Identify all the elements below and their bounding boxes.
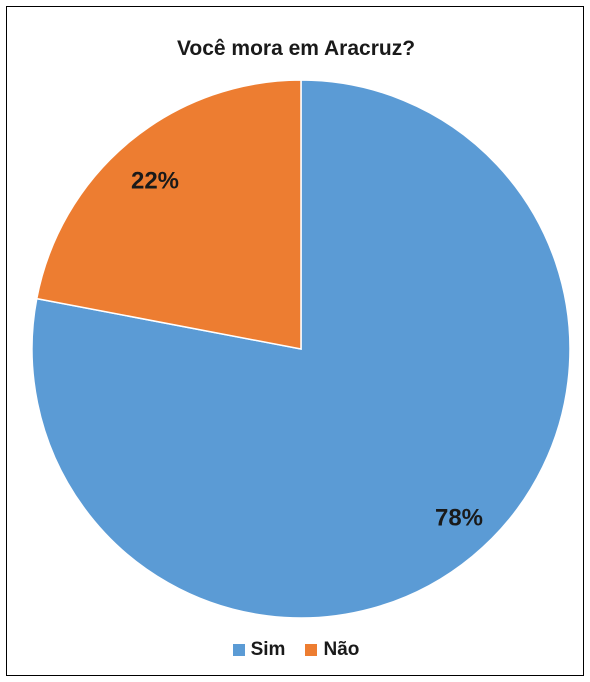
chart-legend: Sim Não — [7, 639, 585, 661]
legend-swatch-nao — [305, 644, 318, 656]
pie-slice-nao — [35, 79, 302, 350]
chart-frame: Você mora em Aracruz? 78% 22% Sim Não — [6, 6, 584, 676]
legend-label-sim: Sim — [250, 639, 286, 660]
data-label-sim: 78% — [435, 504, 483, 531]
chart-title: Você mora em Aracruz? — [176, 37, 416, 60]
legend-item-sim: Sim — [232, 639, 286, 661]
data-label-nao: 22% — [131, 167, 179, 194]
pie-chart: 78% 22% — [31, 79, 571, 619]
legend-label-nao: Não — [323, 639, 360, 660]
legend-swatch-sim — [232, 644, 245, 656]
legend-item-nao: Não — [305, 639, 359, 661]
